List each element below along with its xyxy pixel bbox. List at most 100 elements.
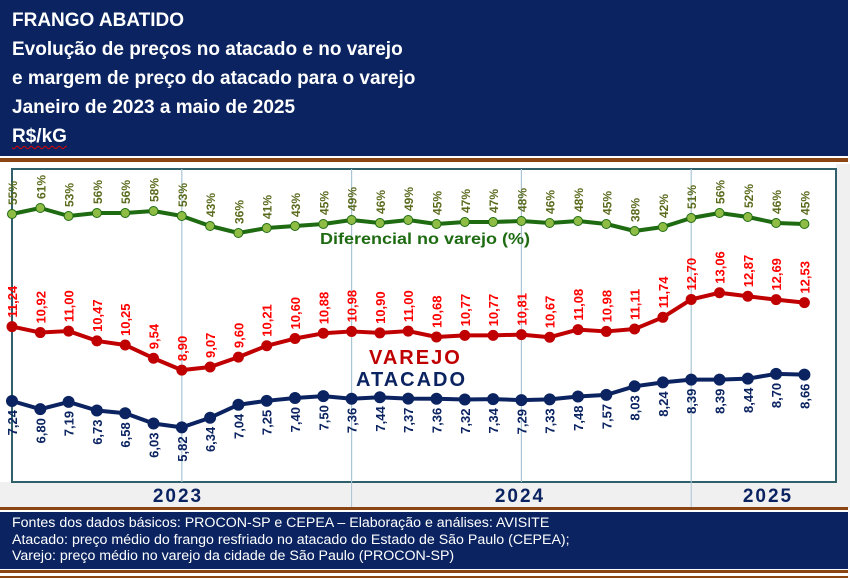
data-label: 45% bbox=[431, 191, 445, 215]
data-point bbox=[771, 218, 782, 228]
data-point bbox=[430, 392, 443, 405]
data-label: 8,03 bbox=[628, 395, 643, 420]
data-point bbox=[601, 219, 612, 229]
data-label: 10,98 bbox=[345, 290, 360, 323]
data-point bbox=[62, 395, 75, 408]
data-point bbox=[770, 294, 782, 306]
data-point bbox=[148, 352, 159, 364]
data-label: 6,73 bbox=[90, 419, 105, 444]
data-label: 6,58 bbox=[118, 422, 133, 447]
data-point bbox=[458, 393, 471, 406]
data-label: 7,40 bbox=[288, 407, 303, 432]
data-point bbox=[741, 372, 754, 385]
data-point bbox=[374, 218, 385, 228]
data-point bbox=[63, 211, 74, 221]
sources-note: Fontes dos dados básicos: PROCON-SP e CE… bbox=[0, 512, 848, 569]
data-label: 8,90 bbox=[175, 336, 190, 361]
data-label: 7,36 bbox=[345, 408, 360, 433]
data-point bbox=[685, 293, 697, 305]
data-label: 11,24 bbox=[5, 285, 20, 318]
data-point bbox=[289, 333, 301, 345]
data-point bbox=[488, 217, 499, 227]
data-point bbox=[487, 393, 500, 406]
data-point bbox=[346, 215, 357, 225]
data-label: 10,81 bbox=[514, 293, 529, 326]
data-point bbox=[572, 324, 584, 336]
data-label: 8,44 bbox=[741, 387, 756, 413]
data-label: 7,37 bbox=[401, 408, 416, 433]
data-point bbox=[176, 364, 188, 376]
title-line: e margem de preço do atacado para o vare… bbox=[12, 68, 416, 89]
data-point bbox=[345, 392, 358, 405]
data-point bbox=[544, 331, 556, 343]
data-point bbox=[459, 329, 471, 341]
data-label: 7,57 bbox=[599, 404, 614, 429]
data-label: 7,24 bbox=[5, 409, 20, 435]
data-point bbox=[148, 206, 159, 216]
divider bbox=[0, 570, 848, 573]
data-point bbox=[374, 327, 386, 339]
title-line: Janeiro de 2023 a maio de 2025 bbox=[12, 97, 296, 118]
data-label: 12,70 bbox=[684, 258, 699, 291]
data-label: 8,39 bbox=[684, 389, 699, 414]
data-label: 48% bbox=[515, 188, 529, 212]
data-point bbox=[713, 373, 726, 386]
data-point bbox=[515, 394, 528, 407]
data-label: 7,48 bbox=[571, 406, 586, 431]
data-point bbox=[204, 411, 217, 424]
data-label: 41% bbox=[261, 195, 275, 219]
data-label: 51% bbox=[685, 185, 699, 209]
chart-title-block: FRANGO ABATIDO Evolução de preços no ata… bbox=[0, 0, 848, 156]
data-label: 9,60 bbox=[231, 323, 246, 348]
data-point bbox=[572, 390, 584, 403]
data-label: 58% bbox=[148, 178, 162, 202]
data-point bbox=[798, 368, 811, 381]
data-point bbox=[318, 219, 329, 229]
data-point bbox=[147, 417, 160, 430]
legend-varejo: VAREJO bbox=[369, 347, 462, 369]
data-label: 9,54 bbox=[147, 323, 162, 349]
data-label: 6,80 bbox=[33, 418, 48, 443]
data-label: 7,34 bbox=[486, 407, 501, 433]
data-label: 36% bbox=[232, 200, 246, 224]
data-point bbox=[6, 395, 18, 407]
data-label: 5,82 bbox=[175, 436, 190, 461]
data-point bbox=[34, 403, 47, 416]
data-point bbox=[543, 393, 556, 406]
data-point bbox=[175, 421, 188, 434]
data-point bbox=[770, 367, 783, 380]
divider bbox=[0, 158, 848, 162]
data-label: 55% bbox=[6, 181, 20, 205]
data-point bbox=[402, 392, 415, 405]
data-label: 7,44 bbox=[373, 406, 388, 432]
data-label: 10,90 bbox=[373, 291, 388, 324]
data-point bbox=[799, 219, 810, 229]
data-label: 61% bbox=[34, 175, 48, 199]
data-point bbox=[629, 323, 641, 335]
footer-line: Fontes dos dados básicos: PROCON-SP e CE… bbox=[12, 515, 550, 531]
data-label: 43% bbox=[289, 193, 303, 217]
data-point bbox=[204, 361, 216, 373]
data-label: 47% bbox=[487, 189, 501, 213]
data-point bbox=[290, 221, 300, 231]
data-label: 10,77 bbox=[486, 294, 501, 327]
data-label: 7,04 bbox=[231, 413, 246, 439]
data-label: 12,69 bbox=[769, 258, 784, 291]
data-point bbox=[317, 327, 329, 339]
data-point bbox=[459, 217, 470, 227]
data-label: 7,32 bbox=[458, 409, 473, 434]
data-label: 56% bbox=[119, 180, 133, 204]
series-atacado: 7,24 6,80 7,19 6,73 6,58 6,03 5,82 6,34 7,04 7,25… bbox=[5, 367, 812, 462]
data-point bbox=[35, 203, 46, 213]
data-label: 45% bbox=[798, 191, 812, 215]
title-line: FRANGO ABATIDO bbox=[12, 10, 185, 31]
data-point bbox=[685, 373, 698, 386]
data-label: 8,24 bbox=[656, 391, 671, 417]
data-point bbox=[233, 228, 244, 238]
data-point bbox=[798, 297, 810, 309]
right-margin bbox=[836, 164, 850, 508]
data-label: 7,33 bbox=[543, 408, 558, 433]
data-label: 10,98 bbox=[599, 290, 614, 323]
data-label: 13,06 bbox=[713, 251, 728, 284]
data-point bbox=[289, 392, 301, 405]
